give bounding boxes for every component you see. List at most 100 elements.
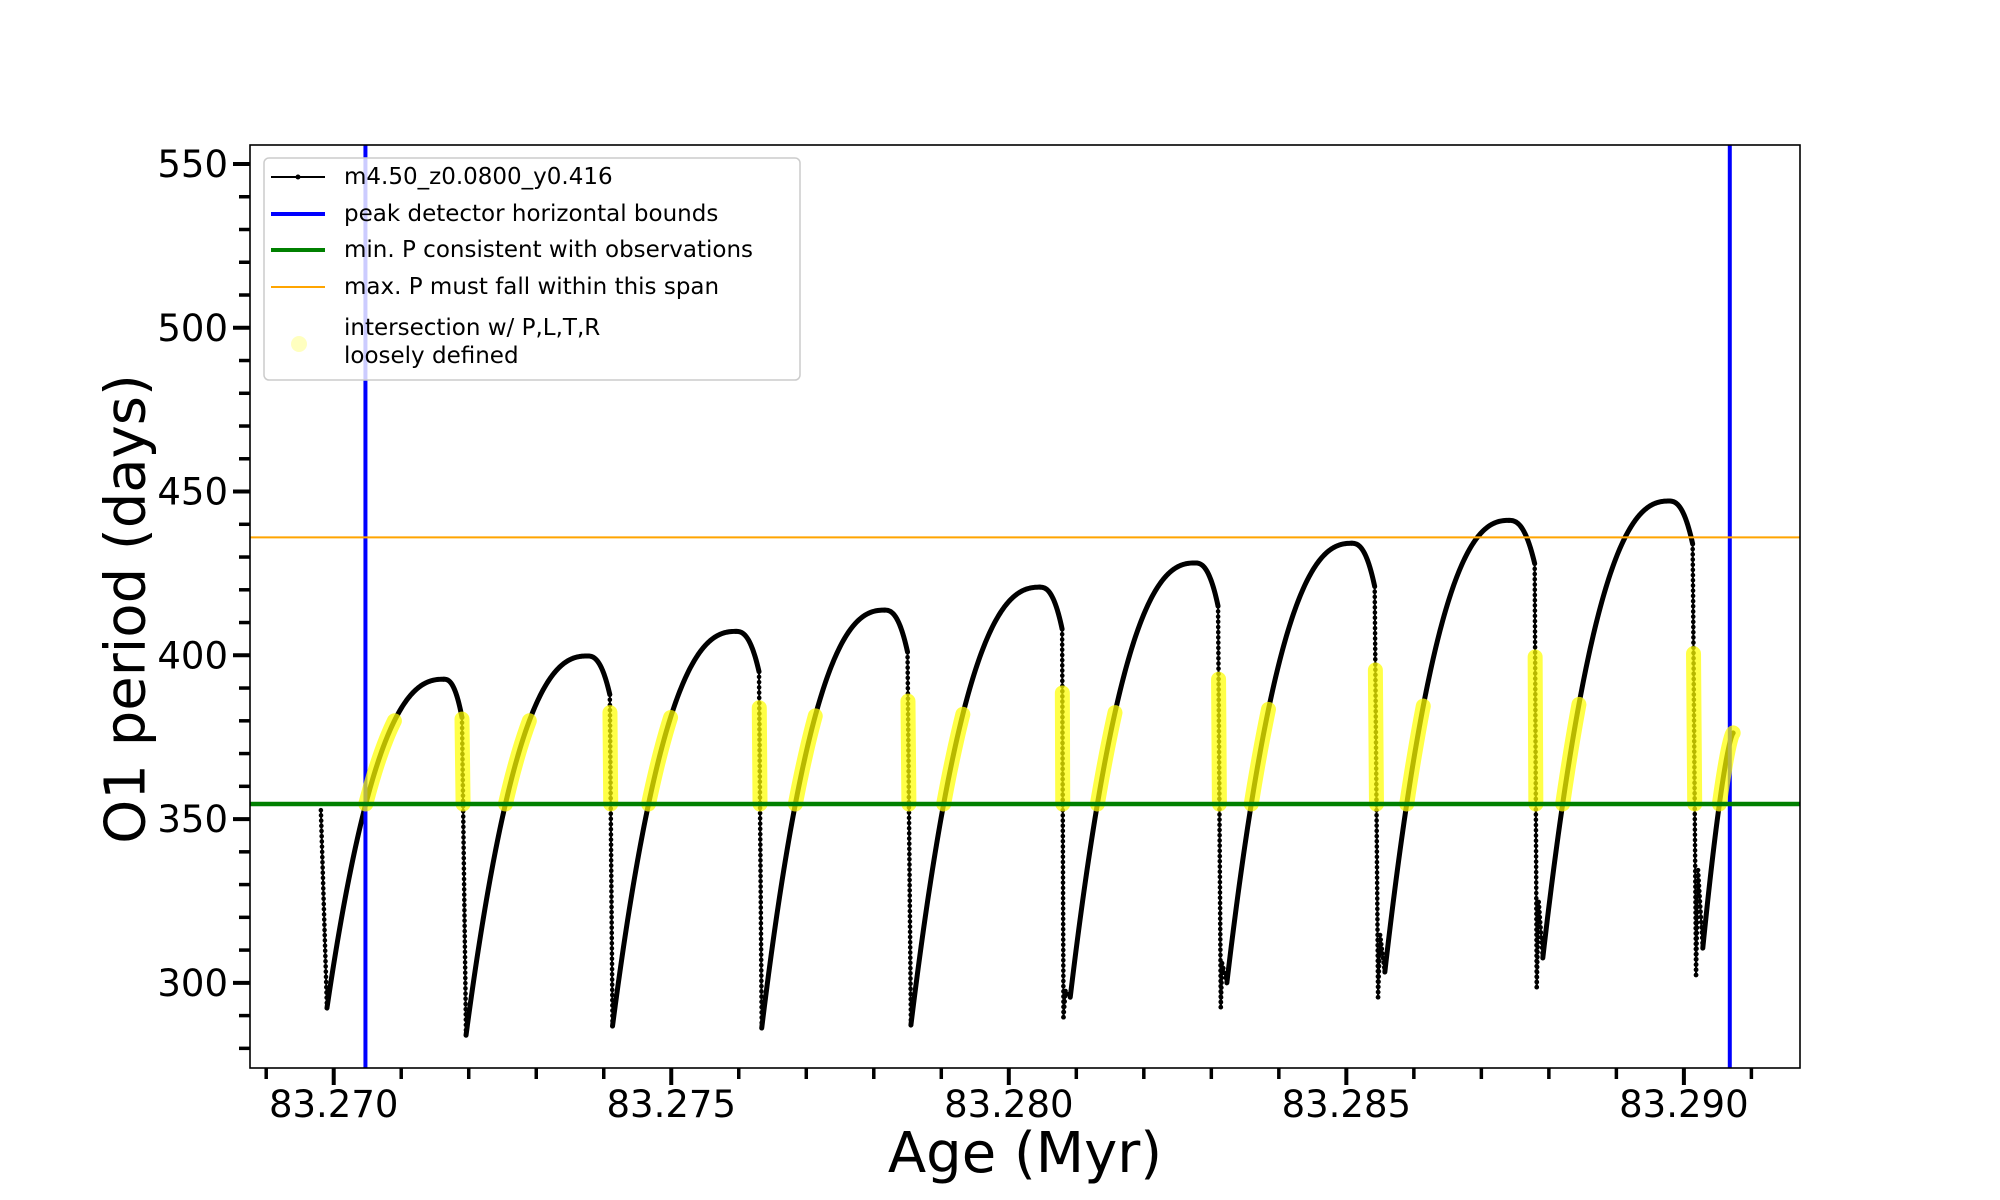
track-point xyxy=(907,924,913,929)
track-point xyxy=(757,831,763,837)
track-point xyxy=(758,936,764,942)
track-point xyxy=(1374,864,1380,870)
track-point xyxy=(321,891,326,896)
track-point xyxy=(1690,567,1696,573)
legend: m4.50_z0.0800_y0.416 peak detector horiz… xyxy=(263,157,801,381)
track-point xyxy=(1534,969,1540,975)
track-point xyxy=(1690,603,1696,609)
track-point xyxy=(758,842,763,847)
track-point xyxy=(1374,828,1379,834)
track-point xyxy=(759,989,764,994)
track-segment-top xyxy=(1666,498,1696,547)
track-point xyxy=(609,971,615,977)
track-point xyxy=(1690,577,1696,583)
track-point xyxy=(1061,983,1066,989)
track-point xyxy=(907,908,913,914)
track-point xyxy=(318,807,324,813)
track-point xyxy=(461,887,467,892)
track-segment-rise xyxy=(759,607,888,1031)
track-point xyxy=(1698,919,1704,925)
track-point xyxy=(906,841,912,847)
track-segment-rise xyxy=(1382,517,1512,975)
track-point xyxy=(322,932,328,938)
track-point xyxy=(1217,869,1223,875)
track-point xyxy=(1690,614,1696,619)
track-point xyxy=(320,854,325,860)
track-point xyxy=(905,670,911,676)
track-point xyxy=(905,649,910,655)
track-point xyxy=(1538,925,1543,930)
track-point xyxy=(1536,899,1542,905)
track-point xyxy=(321,917,327,922)
track-point xyxy=(319,823,324,829)
track-point xyxy=(609,951,615,956)
track-point xyxy=(1060,895,1066,901)
track-point xyxy=(758,868,763,874)
track-point xyxy=(1215,614,1221,619)
track-point xyxy=(1533,859,1539,864)
track-point xyxy=(1059,626,1065,632)
y-tick-label: 350 xyxy=(157,798,228,841)
y-axis-label: O1 period (days) xyxy=(94,374,159,844)
track-point xyxy=(461,861,467,866)
track-point xyxy=(1217,827,1222,833)
track-point xyxy=(461,819,466,824)
track-point xyxy=(1375,994,1381,1000)
track-point xyxy=(1061,1009,1067,1015)
track-point xyxy=(461,835,466,840)
track-point xyxy=(1372,610,1378,615)
track-point xyxy=(907,882,912,888)
track-point xyxy=(1060,833,1066,839)
track-point xyxy=(1218,947,1223,953)
track-point xyxy=(462,933,468,939)
track-point xyxy=(319,839,325,844)
track-point xyxy=(758,884,763,889)
track-point xyxy=(1374,812,1379,818)
track-point xyxy=(758,952,764,957)
legend-item-peak-bounds: peak detector horizontal bounds xyxy=(271,201,718,227)
track-point xyxy=(462,902,467,908)
track-point xyxy=(609,956,615,962)
legend-label: m4.50_z0.0800_y0.416 xyxy=(344,164,613,190)
track-point xyxy=(320,886,326,891)
track-point xyxy=(1374,849,1380,854)
track-point xyxy=(1372,620,1378,626)
track-point xyxy=(907,903,913,909)
intersection-highlight xyxy=(1711,725,1741,812)
track-point xyxy=(462,960,468,965)
track-point xyxy=(905,675,911,681)
track-point xyxy=(461,850,467,856)
track-point xyxy=(1374,833,1380,839)
track-point xyxy=(908,960,913,966)
track-point xyxy=(322,938,328,943)
track-point xyxy=(609,909,614,915)
track-point xyxy=(1061,978,1066,984)
track-point xyxy=(1062,999,1067,1004)
track-point xyxy=(462,918,467,923)
track-point xyxy=(758,947,764,952)
track-point xyxy=(1216,666,1221,671)
track-point xyxy=(1216,650,1221,656)
track-point xyxy=(1061,1004,1067,1010)
track-point xyxy=(319,833,324,839)
track-point xyxy=(1532,587,1538,593)
track-point xyxy=(1534,979,1540,985)
track-point xyxy=(1376,958,1382,964)
track-point xyxy=(1061,963,1066,968)
track-point xyxy=(1535,949,1540,955)
track-point xyxy=(1217,900,1223,906)
track-point xyxy=(1375,911,1380,917)
track-point xyxy=(1692,853,1698,858)
track-point xyxy=(1691,640,1696,645)
track-point xyxy=(758,962,764,968)
intersection-highlight xyxy=(1686,646,1703,812)
legend-label: peak detector horizontal bounds xyxy=(344,201,718,227)
track-point xyxy=(1377,932,1383,938)
track-point xyxy=(905,665,910,670)
track-point xyxy=(1691,635,1696,640)
track-point xyxy=(322,922,327,928)
track-point xyxy=(1532,571,1538,577)
period-limit-lines xyxy=(250,536,1800,807)
legend-label: max. P must fall within this span xyxy=(344,274,719,300)
